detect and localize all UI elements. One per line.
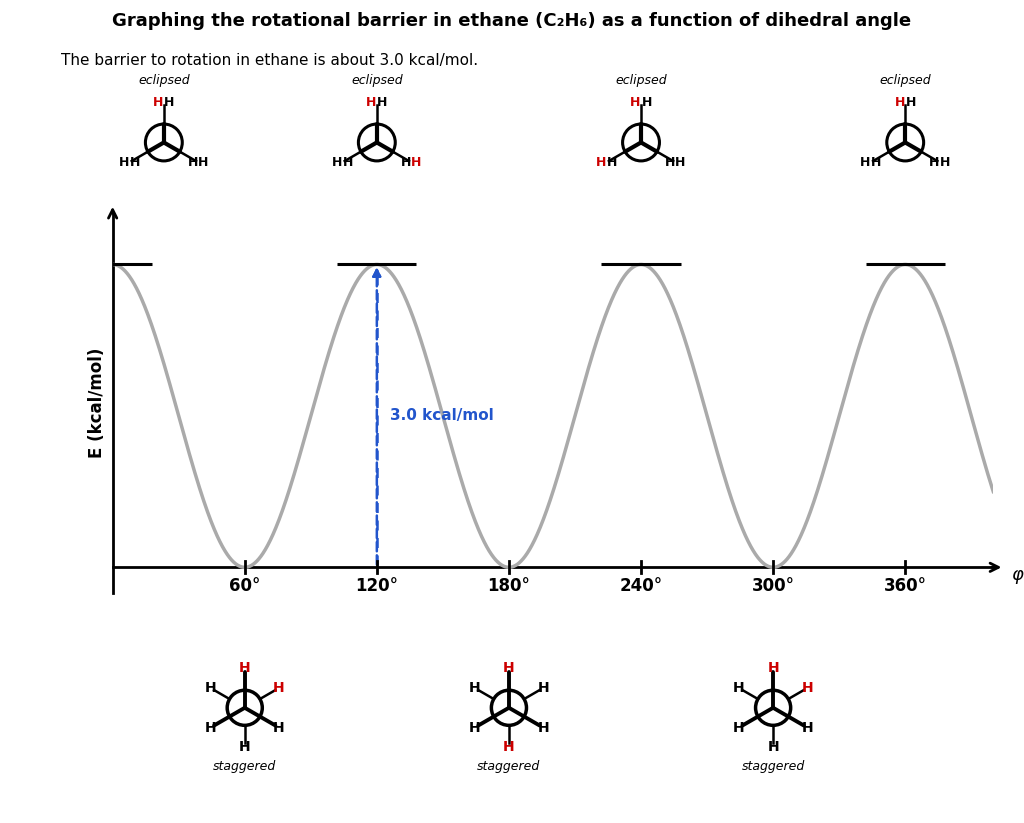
Text: staggered: staggered <box>213 760 276 773</box>
Text: H: H <box>153 96 164 109</box>
Text: eclipsed: eclipsed <box>351 74 402 87</box>
Text: H: H <box>733 681 744 695</box>
Text: The barrier to rotation in ethane is about 3.0 kcal/mol.: The barrier to rotation in ethane is abo… <box>61 53 478 68</box>
Text: H: H <box>273 720 285 735</box>
Text: H: H <box>929 156 939 169</box>
Text: H: H <box>538 681 549 695</box>
Text: H: H <box>377 96 388 109</box>
Text: H: H <box>675 156 686 169</box>
Text: H: H <box>802 681 813 695</box>
Text: H: H <box>366 96 377 109</box>
Text: H: H <box>538 720 549 735</box>
Text: H: H <box>733 720 744 735</box>
Text: H: H <box>205 720 216 735</box>
Text: eclipsed: eclipsed <box>880 74 931 87</box>
Text: H: H <box>665 156 675 169</box>
Text: H: H <box>939 156 950 169</box>
Text: H: H <box>411 156 422 169</box>
Text: H: H <box>239 740 251 754</box>
Text: H: H <box>129 156 140 169</box>
Text: H: H <box>205 681 216 695</box>
Text: eclipsed: eclipsed <box>615 74 667 87</box>
Text: H: H <box>630 96 641 109</box>
Text: H: H <box>503 662 515 676</box>
Y-axis label: E (kcal/mol): E (kcal/mol) <box>88 348 105 458</box>
Text: 3.0 kcal/mol: 3.0 kcal/mol <box>390 408 494 423</box>
Text: H: H <box>894 96 905 109</box>
Text: H: H <box>164 96 175 109</box>
Text: H: H <box>273 681 285 695</box>
Text: H: H <box>802 720 813 735</box>
Text: H: H <box>119 156 129 169</box>
Text: H: H <box>503 740 515 754</box>
Text: H: H <box>400 156 411 169</box>
Text: H: H <box>342 156 353 169</box>
Text: H: H <box>870 156 882 169</box>
Text: H: H <box>905 96 916 109</box>
Text: staggered: staggered <box>477 760 541 773</box>
Text: H: H <box>767 662 779 676</box>
Text: H: H <box>860 156 870 169</box>
Text: eclipsed: eclipsed <box>138 74 189 87</box>
Text: Graphing the rotational barrier in ethane (C₂H₆) as a function of dihedral angle: Graphing the rotational barrier in ethan… <box>113 12 911 30</box>
Text: H: H <box>641 96 652 109</box>
Text: H: H <box>469 681 480 695</box>
Text: H: H <box>187 156 198 169</box>
Text: H: H <box>767 740 779 754</box>
Text: staggered: staggered <box>741 760 805 773</box>
Text: H: H <box>596 156 606 169</box>
Text: φ: φ <box>1011 566 1023 584</box>
Text: H: H <box>606 156 617 169</box>
Text: H: H <box>239 662 251 676</box>
Text: H: H <box>332 156 342 169</box>
Text: H: H <box>469 720 480 735</box>
Text: H: H <box>198 156 209 169</box>
